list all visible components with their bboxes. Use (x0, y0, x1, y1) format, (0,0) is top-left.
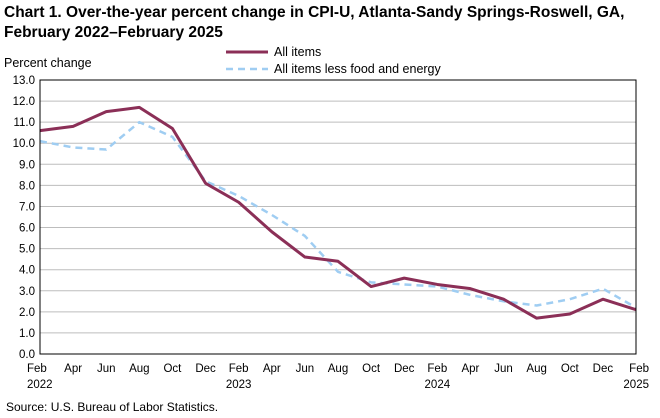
x-tick-label: Oct (362, 363, 381, 375)
y-tick-label: 6.0 (19, 223, 35, 235)
x-axis-ticks: Feb 2022 Apr Jun Aug Oct Dec Feb 2023 Apr Jun Aug Oc… (27, 363, 649, 391)
line-chart: 0.0 1.0 2.0 3.0 4.0 5.0 6.0 7.0 8.0 9.0 10.0 11.0 12… (4, 45, 649, 391)
x-tick-label: Apr (263, 363, 281, 375)
legend-label: All items less food and energy (274, 62, 442, 76)
x-tick-label: Feb (27, 363, 47, 375)
x-tick-label: Oct (561, 363, 580, 375)
y-tick-label: 12.0 (13, 96, 35, 108)
x-tick-label: Oct (163, 363, 182, 375)
x-tick-label: Apr (64, 363, 82, 375)
x-tick-label: Feb (629, 363, 649, 375)
x-tick-label: Feb (427, 363, 447, 375)
y-tick-label: 1.0 (19, 328, 35, 340)
y-tick-label: 8.0 (19, 180, 35, 192)
x-tick-label: Jun (97, 363, 116, 375)
x-tick-label: Feb (229, 363, 249, 375)
x-tick-label: Aug (526, 363, 546, 375)
y-tick-label: 10.0 (13, 138, 35, 150)
x-tick-year-label: 2023 (226, 379, 252, 391)
y-axis-ticks: 0.0 1.0 2.0 3.0 4.0 5.0 6.0 7.0 8.0 9.0 10.0 11.0 12… (13, 75, 35, 361)
x-tick-year-label: 2025 (623, 379, 649, 391)
legend: All items All items less food and energy (226, 45, 442, 76)
y-tick-label: 13.0 (13, 75, 35, 87)
x-tick-label: Dec (394, 363, 415, 375)
plot-area-frame (39, 79, 637, 355)
legend-label: All items (274, 45, 321, 59)
x-tick-label: Jun (296, 363, 315, 375)
chart-title: Chart 1. Over-the-year percent change in… (4, 4, 625, 41)
x-tick-year-label: 2022 (27, 379, 53, 391)
y-axis-title: Percent change (4, 56, 92, 70)
y-tick-label: 9.0 (19, 159, 35, 171)
gridlines (40, 100, 636, 334)
x-tick-label: Jun (494, 363, 513, 375)
x-tick-label: Dec (195, 363, 216, 375)
x-tick-label: Aug (129, 363, 149, 375)
x-tick-label: Dec (593, 363, 614, 375)
y-tick-label: 2.0 (19, 307, 35, 319)
x-tick-label: Apr (461, 363, 479, 375)
y-tick-label: 7.0 (19, 201, 35, 213)
y-tick-label: 5.0 (19, 244, 35, 256)
series-line-all-items (39, 105, 637, 320)
series-lines (39, 105, 637, 320)
x-tick-year-label: 2024 (425, 379, 451, 391)
series-line-core (39, 120, 637, 309)
y-tick-label: 11.0 (13, 117, 35, 129)
y-tick-label: 3.0 (19, 286, 35, 298)
source-note: Source: U.S. Bureau of Labor Statistics. (6, 400, 219, 414)
y-tick-label: 0.0 (19, 349, 35, 361)
y-tick-label: 4.0 (19, 265, 35, 277)
x-tick-label: Aug (328, 363, 348, 375)
